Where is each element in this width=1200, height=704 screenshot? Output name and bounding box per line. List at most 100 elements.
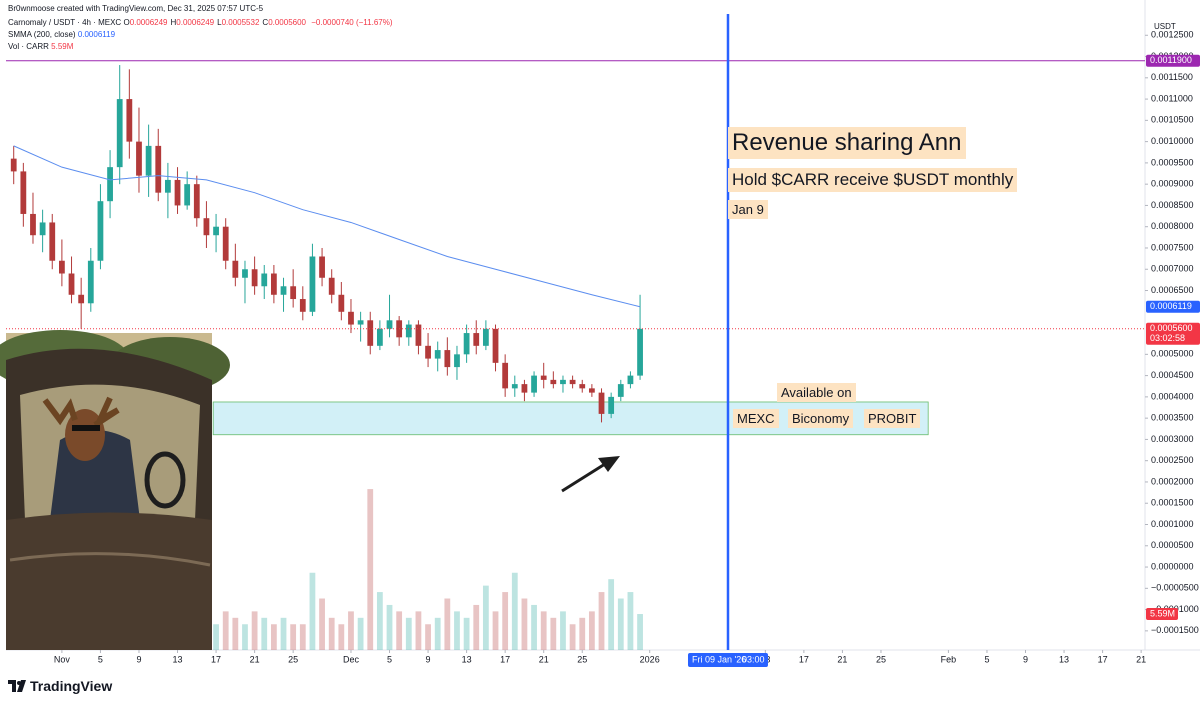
volume-bar [434,617,441,650]
x-tick-label: 5 [387,654,392,664]
volume-bar [405,617,412,650]
ohlc-key: C [262,18,269,27]
y-tick-label: 0.0010500 [1151,115,1194,125]
x-tick-label: 17 [1098,654,1108,664]
volume-bar [444,598,451,650]
volume-bar [608,579,615,650]
candle-body [521,384,528,393]
candle-body [482,328,489,346]
volume-bar [482,585,489,650]
volume-bar [521,598,528,650]
credit: Br0wnmoose created with TradingView.com,… [8,4,264,13]
x-tick-label: 5 [98,654,103,664]
volume-bar [473,604,480,650]
y-tick-label: 0.0010000 [1151,136,1194,146]
candle-body [627,375,634,385]
x-tick-label: 25 [876,654,886,664]
candle-body [251,269,258,287]
logo [8,680,26,692]
volume-bar [637,614,643,650]
candle-body [309,256,316,312]
volume-bar [299,624,306,650]
annotation-available: Available on [777,383,856,402]
ohlc-value: 0.0005600 [268,18,307,27]
volume-bar [309,572,316,650]
candle-body [357,320,364,325]
x-tick-label: 9 [136,654,141,664]
x-tick-label: Feb [941,654,957,664]
candle-body [319,256,325,278]
smma-line: SMMA (200, close) 0.0006119 [8,30,115,39]
y-tick-label: −0.0001500 [1151,625,1199,635]
arrow-head [598,456,620,472]
candle-body [473,333,480,346]
x-tick-label: 5 [984,654,989,664]
volume-bar [348,611,354,650]
volume-bar [222,611,229,650]
candle-body [425,345,431,359]
volume-bar [328,617,335,650]
x-tick-label: 9 [1023,654,1028,664]
volume-bar [213,624,219,650]
candle-body [550,379,557,385]
x-tick-label: 17 [211,654,221,664]
candle-body [68,273,75,295]
volume-label-box [1146,608,1178,621]
volume-bar [290,624,297,650]
candle-body [213,226,219,236]
candle-body [30,213,36,236]
y-tick-label: 0.0004000 [1151,391,1194,401]
x-tick-label: 25 [577,654,587,664]
price-label-box [1146,300,1200,313]
volume-bar [376,592,383,650]
ohlc-value: 0.0006249 [129,18,168,27]
candle-body [78,294,85,304]
ohlc-key: O [123,18,130,27]
volume-bar [463,617,470,650]
annotation-date: Jan 9 [728,200,768,219]
candle-body [290,286,297,300]
x-tick-label: 21 [539,654,549,664]
candle-body [511,384,518,389]
candle-body [222,226,229,261]
y-tick-label: 0.0003000 [1151,434,1194,444]
ohlc-key: L [217,18,222,27]
price-label-box [1146,54,1200,67]
symbol-line: Carnomaly / USDT · 4h · MEXC O0.0006249 H… [8,18,393,27]
y-tick-label: 0.0003500 [1151,413,1194,423]
volume-bar [425,624,431,650]
candle-body [531,375,537,393]
volume-line: Vol · CARR 5.59M [8,42,73,51]
y-tick-label: 0.0008000 [1151,221,1194,231]
y-tick-label: 0.0001000 [1151,519,1194,529]
photo [0,330,230,650]
volume-bar [627,592,634,650]
price-label-box [1146,322,1200,345]
candle-body [299,299,306,312]
volume-bar [550,617,557,650]
y-tick-label: 0.0004500 [1151,370,1194,380]
volume-bar [357,617,364,650]
volume-value: 5.59M [51,42,74,51]
y-tick-label: 0.0000000 [1151,561,1194,571]
candle-body [617,384,624,397]
volume-bar [492,611,499,650]
volume-label: 5.59M [1150,608,1175,618]
y-tick-label: 0.0005000 [1151,349,1194,359]
x-tick-label: 13 [173,654,183,664]
volume-bar [540,611,547,650]
x-tick-label: 17 [500,654,510,664]
volume-bar [560,611,566,650]
y-tick-label: 0.0007000 [1151,264,1194,274]
price-label: 0.0011900 [1150,55,1192,65]
candle-body [569,379,576,385]
candle-body [193,184,200,219]
candle-body [174,179,181,206]
candle-body [463,333,470,355]
x-tick-label: 13 [462,654,472,664]
footer: TradingView [8,678,112,694]
candle-body [97,201,104,261]
candle-body [348,311,354,325]
volume-bar [319,598,325,650]
